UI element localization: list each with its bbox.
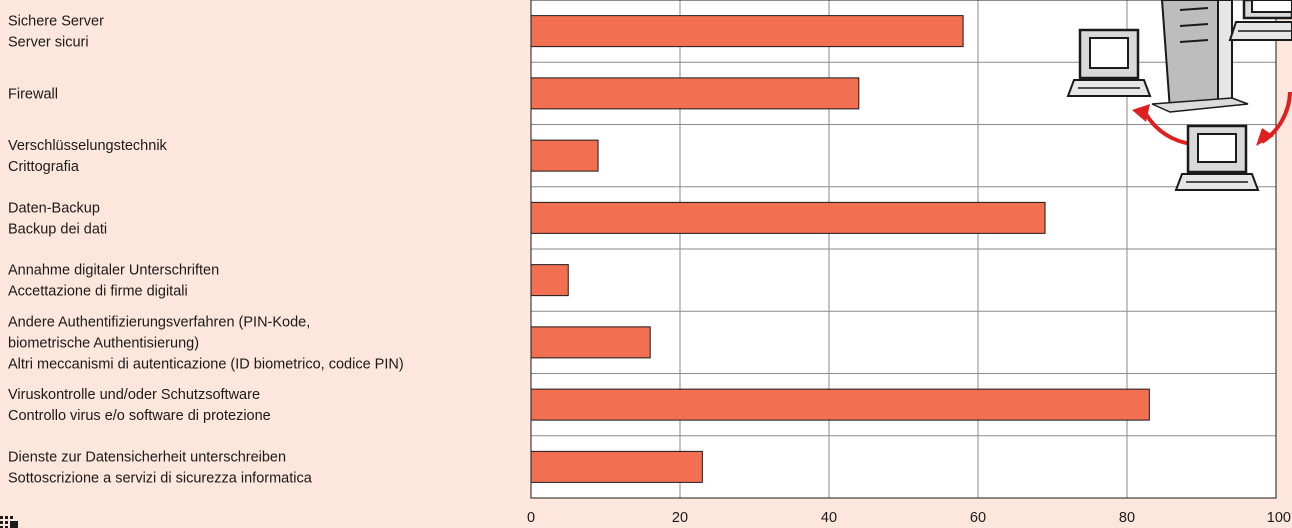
category-label: Server sicuri bbox=[8, 35, 89, 51]
bar bbox=[530, 15, 964, 48]
category-label: Daten-Backup bbox=[8, 200, 100, 216]
bar bbox=[530, 77, 860, 110]
bar bbox=[530, 326, 651, 359]
x-tick-label: 60 bbox=[970, 510, 986, 526]
bar bbox=[530, 264, 569, 297]
category-label: Andere Authentifizierungsverfahren (PIN-… bbox=[8, 314, 310, 330]
logo-icon bbox=[0, 516, 18, 528]
category-label: Verschlüsselungstechnik bbox=[8, 138, 168, 154]
category-label: Dienste zur Datensicherheit unterschreib… bbox=[8, 449, 286, 465]
x-tick-label: 0 bbox=[527, 510, 535, 526]
x-tick-label: 20 bbox=[672, 510, 688, 526]
bar bbox=[530, 139, 599, 172]
category-label: Accettazione di firme digitali bbox=[8, 284, 188, 300]
bar bbox=[530, 201, 1046, 234]
x-tick-label: 40 bbox=[821, 510, 837, 526]
bars bbox=[530, 15, 1150, 483]
x-axis-ticks: 0 20 40 60 80 100 bbox=[527, 510, 1291, 526]
network-server-computers-icon bbox=[1066, 0, 1292, 191]
bar bbox=[530, 450, 703, 483]
category-label: Crittografia bbox=[8, 159, 80, 175]
category-labels: Sichere Server Server sicuri Firewall Versc… bbox=[8, 14, 404, 487]
category-label: Firewall bbox=[8, 86, 58, 102]
bar bbox=[530, 388, 1150, 421]
category-label: Altri meccanismi di autenticazione (ID b… bbox=[8, 356, 404, 372]
category-label: Viruskontrolle und/oder Schutzsoftware bbox=[8, 387, 260, 403]
plot-frame bbox=[530, 0, 1277, 499]
category-label: Sottoscrizione a servizi di sicurezza in… bbox=[8, 470, 313, 486]
category-label: biometrische Authentisierung) bbox=[8, 335, 199, 351]
x-tick-label: 80 bbox=[1119, 510, 1135, 526]
category-label: Annahme digitaler Unterschriften bbox=[8, 263, 219, 279]
category-label: Controllo virus e/o software di protezio… bbox=[8, 408, 271, 424]
category-label: Backup dei dati bbox=[8, 221, 107, 237]
category-label: Sichere Server bbox=[8, 14, 104, 30]
x-tick-label: 100 bbox=[1267, 510, 1291, 526]
